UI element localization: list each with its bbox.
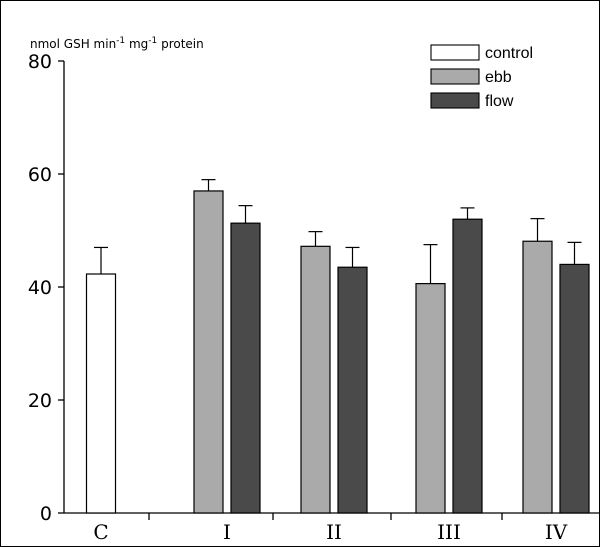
bar-flow-IV xyxy=(559,263,590,514)
bar-flow-III xyxy=(452,218,483,514)
legend-label-ebb: ebb xyxy=(485,69,512,86)
legend-swatch-control xyxy=(430,44,480,61)
category-label: II xyxy=(326,520,342,544)
y-tick-label: 0 xyxy=(40,503,52,525)
bar-ebb-II xyxy=(300,245,331,514)
category-label: IV xyxy=(545,520,568,544)
y-tick-label: 60 xyxy=(28,164,52,186)
legend: control ebb flow xyxy=(430,44,533,110)
category-label: C xyxy=(93,520,108,544)
bar-ebb-III xyxy=(415,283,446,514)
bar-flow-II xyxy=(337,266,368,514)
y-axis-label: nmol GSH min-1 mg-1 protein xyxy=(30,36,204,51)
legend-label-control: control xyxy=(485,45,533,62)
axes xyxy=(58,60,599,520)
legend-swatch-ebb xyxy=(430,68,480,85)
y-tick-label: 40 xyxy=(28,277,52,299)
bar-ebb-I xyxy=(193,190,224,514)
bar-control-C xyxy=(85,273,117,514)
category-label: I xyxy=(223,520,231,544)
legend-label-flow: flow xyxy=(485,93,514,110)
bars xyxy=(85,179,590,514)
bar-flow-I xyxy=(230,222,261,514)
y-tick-label: 20 xyxy=(28,390,52,412)
y-tick-label: 80 xyxy=(28,51,52,73)
category-label: III xyxy=(437,520,461,544)
legend-swatch-flow xyxy=(430,92,480,109)
bar-ebb-IV xyxy=(522,240,553,514)
